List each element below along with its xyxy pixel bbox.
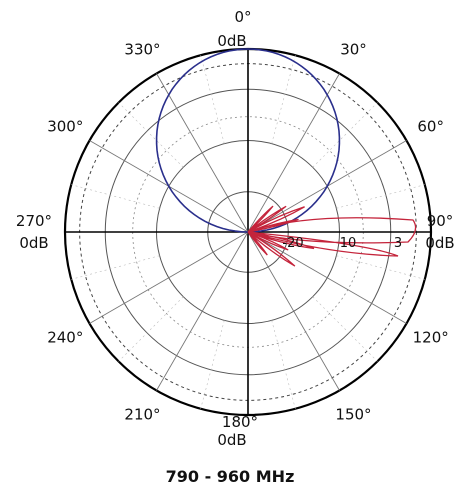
minor-spoke-165: [271, 320, 296, 409]
radial-tick-label: 10: [340, 236, 357, 251]
angle-label-330: 330°: [124, 40, 160, 58]
angle-label-150: 150°: [335, 406, 371, 424]
pattern-series: [155, 48, 417, 267]
chart-title: 790 - 960 MHz: [166, 467, 295, 486]
angle-label-180: 180°: [222, 413, 258, 431]
minor-spoke-315: [118, 102, 184, 168]
spoke-210: [156, 231, 249, 391]
radial-tick-label: -20: [282, 236, 303, 251]
minor-spoke-255: [71, 255, 160, 280]
db-label-bottom: 0dB: [217, 431, 246, 449]
db-label-right: 0dB: [425, 234, 454, 252]
angle-label-270: 270°: [16, 212, 52, 230]
angle-label-60: 60°: [417, 118, 444, 136]
spoke-330: [156, 73, 249, 233]
minor-spoke-195: [200, 320, 225, 409]
minor-spoke-225: [118, 296, 184, 362]
angle-label-300: 300°: [47, 118, 83, 136]
angle-label-90: 90°: [427, 212, 454, 230]
db-label-left: 0dB: [19, 234, 48, 252]
angle-label-210: 210°: [124, 406, 160, 424]
spoke-30: [247, 73, 340, 233]
minor-spoke-285: [71, 184, 160, 209]
db-label-top: 0dB: [217, 32, 246, 50]
angle-label-0: 0°: [234, 8, 251, 26]
series-vertical-line: [247, 205, 417, 267]
minor-spoke-135: [312, 296, 378, 362]
angle-label-120: 120°: [413, 329, 449, 347]
series-horizontal-line: [155, 48, 341, 233]
spoke-150: [247, 231, 340, 391]
angle-label-240: 240°: [47, 329, 83, 347]
minor-spoke-345: [200, 55, 225, 144]
minor-spoke-15: [271, 55, 296, 144]
spoke-120: [247, 231, 407, 324]
minor-spoke-45: [312, 102, 378, 168]
minor-spoke-105: [336, 255, 425, 280]
angle-labels: 0° 30° 60° 90° 120° 150° 180° 210° 240° 270° 300° 3…: [16, 8, 453, 431]
angle-label-30: 30°: [340, 40, 367, 58]
radial-tick-label: 3: [394, 236, 402, 251]
spoke-240: [89, 231, 249, 324]
minor-spoke-75: [336, 184, 425, 209]
